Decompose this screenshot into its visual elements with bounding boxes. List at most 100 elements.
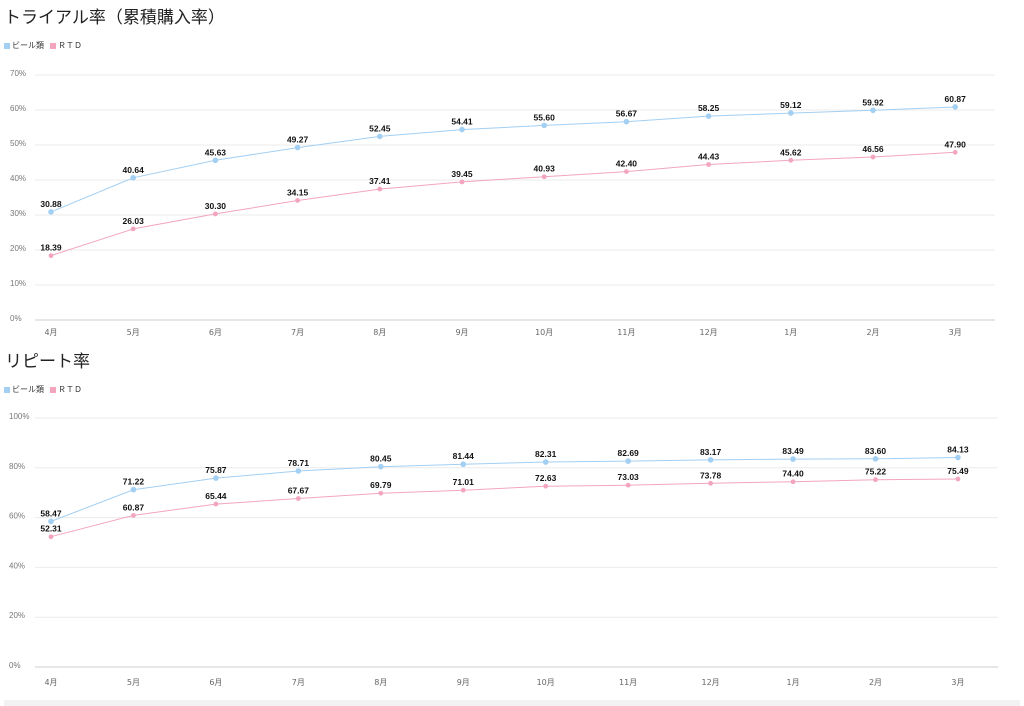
data-label-beer: 45.63 — [205, 147, 227, 157]
x-tick-label: 9月 — [457, 678, 470, 687]
data-point-rtd — [624, 169, 629, 175]
x-tick-label: 3月 — [951, 678, 964, 687]
data-point-rtd — [295, 198, 300, 203]
legend-item-rtd: ＲＴＤ — [50, 385, 82, 395]
data-label-beer: 54.41 — [451, 117, 473, 127]
y-tick-label: 40% — [10, 174, 26, 183]
data-point-rtd — [213, 211, 218, 217]
data-point-rtd — [378, 490, 384, 496]
x-tick-label: 8月 — [373, 328, 386, 337]
x-tick-label: 12月 — [702, 678, 720, 687]
data-label-beer: 83.17 — [700, 447, 722, 457]
x-tick-label: 11月 — [617, 328, 635, 337]
series-line-beer — [50, 457, 959, 522]
x-tick-label: 10月 — [537, 678, 555, 687]
x-tick-label: 2月 — [866, 328, 879, 337]
data-label-rtd: 30.30 — [205, 201, 227, 211]
data-label-rtd: 42.40 — [616, 159, 638, 169]
legend-swatch-beer — [4, 43, 10, 49]
data-point-beer — [541, 122, 547, 129]
data-point-beer — [707, 457, 714, 463]
data-label-rtd: 47.90 — [945, 139, 967, 149]
data-point-beer — [294, 144, 301, 151]
data-point-rtd — [788, 157, 794, 163]
data-point-beer — [213, 475, 219, 481]
data-label-rtd: 60.87 — [123, 502, 145, 512]
data-point-rtd — [952, 149, 958, 155]
data-point-beer — [460, 461, 467, 468]
y-tick-label: 0% — [9, 661, 21, 670]
data-label-beer: 82.31 — [535, 449, 557, 459]
y-tick-label: 30% — [10, 209, 26, 218]
series-line-beer — [50, 106, 956, 213]
data-label-rtd: 72.63 — [535, 473, 557, 483]
x-tick-label: 9月 — [455, 328, 468, 337]
data-label-rtd: 71.01 — [453, 477, 475, 487]
y-tick-label: 80% — [9, 462, 25, 471]
data-label-rtd: 75.49 — [947, 466, 969, 476]
chart-1-legend: ビール類 ＲＴＤ — [4, 41, 82, 51]
data-label-beer: 55.60 — [534, 112, 556, 122]
data-label-rtd: 18.39 — [40, 243, 62, 253]
x-tick-label: 5月 — [127, 678, 140, 687]
data-label-rtd: 26.03 — [123, 216, 145, 226]
data-label-rtd: 73.03 — [618, 472, 640, 482]
legend-label-beer: ビール類 — [12, 41, 44, 50]
data-point-rtd — [870, 154, 876, 160]
data-label-beer: 83.49 — [782, 446, 804, 456]
legend-item-beer: ビール類 — [4, 385, 44, 395]
data-point-beer — [952, 104, 958, 110]
data-label-rtd: 37.41 — [369, 176, 391, 186]
data-point-beer — [623, 118, 630, 125]
data-point-rtd — [377, 186, 383, 192]
data-label-beer: 75.87 — [205, 465, 227, 475]
data-label-rtd: 73.78 — [700, 470, 722, 480]
data-label-beer: 84.13 — [947, 445, 969, 455]
x-tick-label: 11月 — [619, 678, 637, 687]
data-point-beer — [130, 486, 137, 493]
x-tick-label: 8月 — [374, 678, 387, 687]
legend-label-rtd: ＲＴＤ — [58, 41, 82, 50]
x-tick-label: 7月 — [292, 678, 305, 687]
chart-1-title: トライアル率（累積購入率） — [4, 8, 225, 28]
data-point-beer — [872, 456, 879, 462]
y-tick-label: 60% — [10, 104, 26, 113]
data-label-beer: 80.45 — [370, 454, 392, 464]
data-label-rtd: 44.43 — [698, 151, 720, 161]
y-tick-label: 20% — [10, 244, 26, 253]
data-label-rtd: 40.93 — [534, 164, 556, 174]
data-label-rtd: 45.62 — [780, 147, 802, 157]
data-label-beer: 52.45 — [369, 123, 391, 133]
data-label-beer: 71.22 — [123, 477, 145, 487]
data-label-rtd: 67.67 — [288, 486, 310, 496]
data-point-beer — [788, 110, 794, 116]
data-point-beer — [542, 459, 549, 465]
legend-swatch-rtd — [50, 387, 56, 393]
legend-item-rtd: ＲＴＤ — [50, 41, 82, 51]
data-point-beer — [705, 113, 712, 119]
data-point-rtd — [706, 162, 711, 167]
legend-label-rtd: ＲＴＤ — [58, 385, 82, 394]
data-label-beer: 56.67 — [616, 109, 638, 119]
x-tick-label: 5月 — [127, 328, 140, 337]
data-label-rtd: 39.45 — [451, 169, 473, 179]
data-point-rtd — [48, 534, 54, 540]
y-tick-label: 50% — [10, 139, 26, 148]
data-label-beer: 82.69 — [618, 448, 640, 458]
data-point-rtd — [459, 179, 465, 185]
data-point-rtd — [708, 480, 713, 486]
data-point-rtd — [955, 476, 961, 482]
data-label-rtd: 34.15 — [287, 187, 309, 197]
data-point-beer — [378, 463, 384, 470]
legend-label-beer: ビール類 — [12, 385, 44, 394]
legend-swatch-rtd — [50, 43, 56, 49]
data-label-beer: 40.64 — [123, 165, 145, 175]
data-point-rtd — [213, 501, 219, 507]
data-label-beer: 83.60 — [865, 446, 887, 456]
y-tick-label: 40% — [9, 561, 25, 570]
legend-item-beer: ビール類 — [4, 41, 44, 51]
x-tick-label: 3月 — [949, 328, 962, 337]
data-point-beer — [625, 458, 631, 464]
data-label-beer: 59.12 — [780, 100, 802, 110]
